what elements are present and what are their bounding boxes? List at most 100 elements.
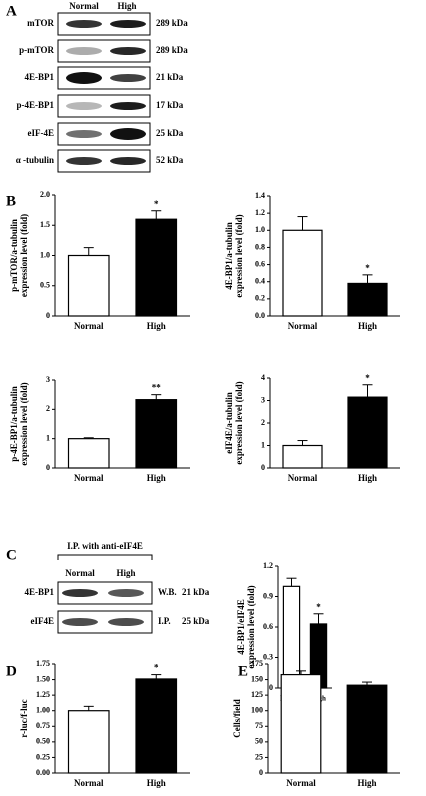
- bar: [347, 282, 388, 317]
- x-tick-label: High: [147, 321, 166, 331]
- blot-band: [108, 618, 144, 626]
- y-tick-label: 100: [251, 706, 263, 715]
- y-tick-label: 0.5: [40, 281, 50, 290]
- significance: *: [154, 199, 159, 209]
- blot-band: [66, 157, 102, 165]
- y-tick-label: 0.8: [255, 242, 265, 251]
- blot-box: [57, 149, 151, 173]
- bar: [67, 438, 110, 469]
- blot-row-label: α -tubulin: [16, 155, 54, 165]
- bar: [346, 684, 388, 774]
- blot-band: [110, 20, 146, 28]
- x-tick-label: High: [147, 473, 166, 483]
- blot-row-label: eIF-4E: [28, 128, 55, 138]
- bar: [135, 678, 178, 774]
- blot-row-label: mTOR: [27, 18, 54, 28]
- significance: *: [316, 602, 321, 612]
- blot-band: [108, 589, 144, 597]
- y-tick-label: 1.5: [40, 220, 50, 229]
- blot-row-label: 4E-BP1: [24, 587, 54, 597]
- y-tick-label: 150: [251, 674, 263, 683]
- blot-kda: 52 kDa: [156, 155, 184, 165]
- y-tick-label: 0.6: [255, 259, 265, 268]
- bar: [282, 444, 323, 469]
- y-tick-label: 1.2: [263, 561, 273, 570]
- blot-row-label: p-mTOR: [19, 45, 54, 55]
- blot-band: [66, 47, 102, 55]
- y-tick-label: 0.50: [36, 737, 50, 746]
- x-tick-label: Normal: [288, 321, 318, 331]
- x-tick-label: Normal: [74, 321, 104, 331]
- y-tick-label: 0.4: [255, 277, 265, 286]
- y-tick-label: 2.0: [40, 190, 50, 199]
- blot-header: I.P. with anti-eIF4E: [67, 541, 143, 551]
- blot-band: [66, 72, 102, 84]
- y-tick-label: 3: [46, 375, 50, 384]
- y-tick-label: 1: [261, 440, 265, 449]
- blot-kda: 25 kDa: [182, 616, 210, 626]
- y-axis-label: eIF4E/a-tubulin: [224, 392, 234, 454]
- blot-band: [62, 589, 98, 597]
- blot-row-label: eIF4E: [31, 616, 55, 626]
- y-tick-label: 0.2: [255, 294, 265, 303]
- x-tick-label: Normal: [286, 778, 316, 788]
- y-axis-label: r-luc/f-luc: [19, 699, 29, 737]
- bar: [280, 673, 322, 774]
- y-tick-label: 0: [269, 683, 273, 692]
- x-tick-label: Normal: [74, 778, 104, 788]
- blot-box: [57, 94, 151, 118]
- significance: *: [365, 373, 370, 383]
- lane-label: High: [117, 1, 136, 11]
- blot-kda: 289 kDa: [156, 45, 188, 55]
- y-tick-label: 1.0: [40, 250, 50, 259]
- panel-label: A: [6, 3, 17, 19]
- blot-band: [62, 618, 98, 626]
- y-tick-label: 1.75: [36, 659, 50, 668]
- x-tick-label: High: [357, 778, 376, 788]
- y-tick-label: 125: [251, 690, 263, 699]
- y-tick-label: 75: [255, 721, 263, 730]
- blot-kda: 21 kDa: [156, 72, 184, 82]
- y-tick-label: 1.50: [36, 674, 50, 683]
- y-tick-label: 0.75: [36, 721, 50, 730]
- blot-kda: 25 kDa: [156, 128, 184, 138]
- y-tick-label: 0.9: [263, 591, 273, 600]
- y-axis-label: expression level (fold): [246, 585, 256, 668]
- blot-band: [66, 130, 102, 138]
- y-tick-label: 0: [259, 768, 263, 777]
- bar: [67, 710, 110, 774]
- significance: **: [152, 383, 162, 393]
- panel-label: B: [6, 193, 16, 209]
- blot-kda: 17 kDa: [156, 100, 184, 110]
- y-tick-label: 25: [255, 752, 263, 761]
- panel-label: D: [6, 663, 17, 679]
- lane-label: High: [116, 568, 135, 578]
- blot-box: [57, 610, 153, 634]
- y-tick-label: 2: [261, 418, 265, 427]
- y-tick-label: 1.00: [36, 706, 50, 715]
- y-axis-label: 4E-BP1/eIF4E: [236, 599, 246, 655]
- blot-band: [110, 74, 146, 82]
- y-tick-label: 1.0: [255, 225, 265, 234]
- blot-band: [110, 47, 146, 55]
- bracket: [57, 554, 153, 560]
- y-tick-label: 0.0: [255, 311, 265, 320]
- blot-method: I.P.: [158, 616, 171, 626]
- blot-band: [110, 102, 146, 110]
- bar: [67, 254, 110, 317]
- y-axis-label: expression level (fold): [234, 214, 244, 297]
- y-axis-label: p-4E-BP1/a-tubulin: [9, 386, 19, 462]
- bar: [135, 218, 178, 317]
- blot-row-label: 4E-BP1: [24, 72, 54, 82]
- x-tick-label: Normal: [288, 473, 318, 483]
- y-tick-label: 0.25: [36, 752, 50, 761]
- y-tick-label: 1.25: [36, 690, 50, 699]
- blot-band: [110, 157, 146, 165]
- blot-band: [66, 102, 102, 110]
- bar: [282, 229, 323, 317]
- x-tick-label: High: [358, 473, 377, 483]
- y-tick-label: 0: [46, 463, 50, 472]
- y-tick-label: 1.2: [255, 208, 265, 217]
- y-tick-label: 4: [261, 373, 265, 382]
